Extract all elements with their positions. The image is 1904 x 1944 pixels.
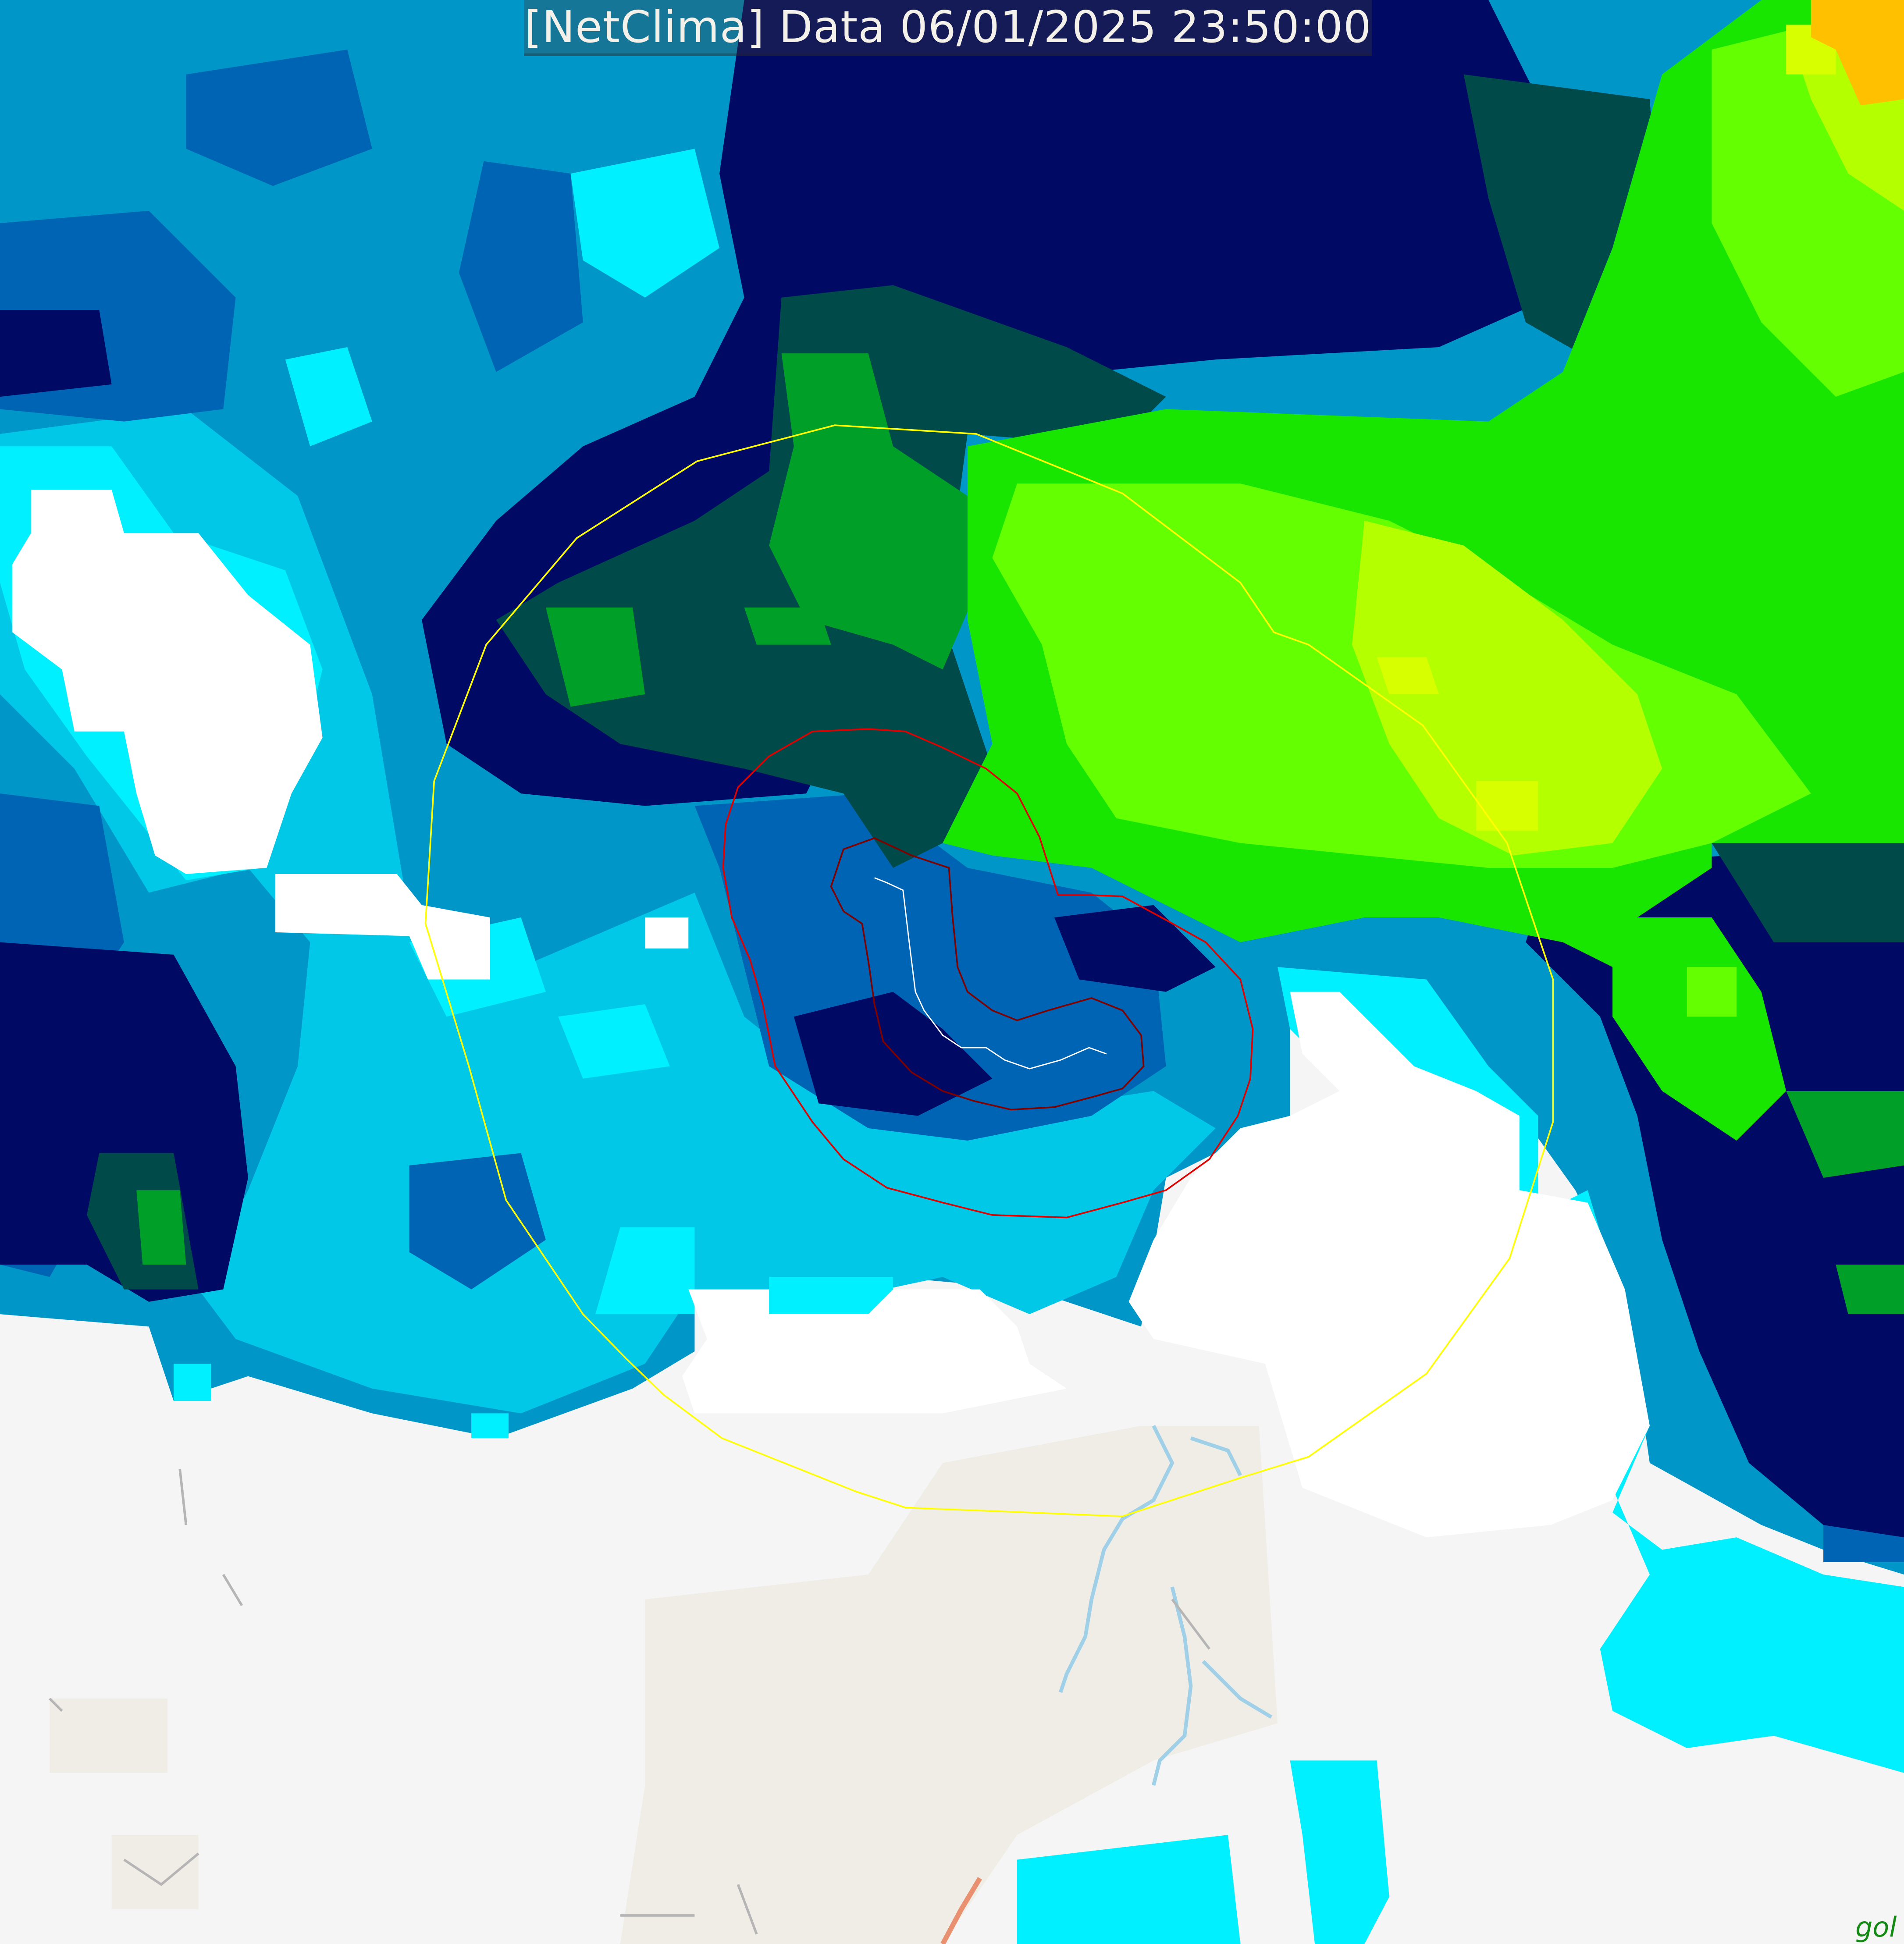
map-place-label: gol	[1855, 1911, 1897, 1943]
title-banner: [NetClima] Data 06/01/2025 23:50:00	[524, 0, 1372, 56]
cloud-region-lime	[992, 25, 1904, 1017]
storm-contour	[722, 728, 1254, 1219]
road	[49, 1469, 1210, 1935]
river	[1059, 1425, 1273, 1786]
terrain-patch	[620, 1425, 1278, 1944]
terrain-patch	[50, 1333, 1445, 1909]
highway	[940, 1877, 982, 1944]
cloud-region-yellow-green	[1352, 25, 1904, 856]
outer-range-ring	[424, 424, 1554, 1518]
inner-contour	[830, 837, 1145, 1111]
clear-area	[12, 490, 1650, 1538]
timestamp-title: [NetClima] Data 06/01/2025 23:50:00	[524, 1, 1372, 53]
cloud-region-orange	[1811, 0, 1904, 106]
cloud-region-blue	[0, 50, 1904, 1562]
storm-track	[874, 877, 1107, 1070]
